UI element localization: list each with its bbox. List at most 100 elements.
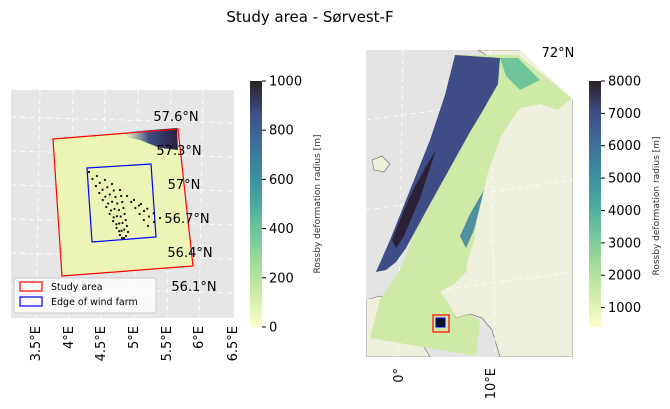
turbine-point xyxy=(146,207,149,210)
turbine-point xyxy=(142,209,146,213)
turbine-point xyxy=(146,224,150,228)
turbine-point xyxy=(122,206,125,210)
turbine-point xyxy=(112,189,115,192)
island-land xyxy=(371,155,391,173)
turbine-point xyxy=(123,228,126,231)
deep-water-patch xyxy=(125,128,178,150)
turbine-point xyxy=(91,177,94,181)
turbine-point xyxy=(112,216,115,219)
colorbar-tick-label: 800 xyxy=(269,124,294,139)
turbine-point xyxy=(134,206,137,210)
colorbar-tick-label: 2000 xyxy=(608,269,641,284)
turbine-point xyxy=(108,212,111,216)
turbine-point xyxy=(121,221,124,225)
turbine-point xyxy=(118,222,121,225)
wind-farm-edge-outline xyxy=(86,163,157,243)
turbine-point xyxy=(139,202,143,206)
study-area-outline xyxy=(52,128,194,277)
lat-label-57-6: 57.6°N xyxy=(153,110,198,125)
barents-shelf xyxy=(500,58,540,90)
x-tick-left: 6°E xyxy=(192,326,207,349)
lat-label-57-3: 57.3°N xyxy=(156,144,201,159)
colorbar-tick-label: 600 xyxy=(269,173,294,188)
inset-wind-farm xyxy=(435,317,446,328)
turbine-point xyxy=(101,188,104,191)
turbine-point xyxy=(158,216,162,220)
turbine-point xyxy=(142,218,145,222)
right-map-panel: 72°N 0° 10°E xyxy=(366,46,574,399)
colorbar-tick-label: 1000 xyxy=(608,301,641,316)
turbine-point xyxy=(138,212,141,216)
x-tick-left: 3.5°E xyxy=(29,326,44,361)
legend: Study area Edge of wind farm xyxy=(13,277,157,314)
lat-label-56-7: 56.7°N xyxy=(164,212,209,227)
turbine-point xyxy=(137,204,141,207)
turbine-point xyxy=(116,202,119,205)
legend-box xyxy=(13,277,157,314)
turbine-point xyxy=(121,200,124,204)
turbine-point xyxy=(118,230,121,233)
x-tick-left: 6.5°E xyxy=(226,326,241,361)
turbine-point xyxy=(95,174,99,178)
x-tick-right: 10°E xyxy=(484,368,499,399)
turbine-point xyxy=(105,205,108,209)
turbine-point xyxy=(114,195,117,199)
turbine-layout xyxy=(87,170,162,240)
turbine-point xyxy=(126,230,130,234)
turbine-point xyxy=(103,178,107,182)
lat-label-56-4: 56.4°N xyxy=(167,246,212,261)
turbine-point xyxy=(152,220,156,224)
turbine-point xyxy=(147,215,151,218)
turbine-point xyxy=(122,236,126,240)
right-colorbar-label: Rossby deformation radius [m] xyxy=(652,137,662,276)
lat-label-56-1: 56.1°N xyxy=(171,280,216,295)
turbine-point xyxy=(87,170,91,174)
turbine-point xyxy=(123,212,126,216)
lat-label-72: 72°N xyxy=(542,46,575,61)
turbine-point xyxy=(118,188,122,192)
turbine-point xyxy=(152,212,155,215)
right-colorbar: 1000 2000 3000 4000 5000 6000 7000 8000 Rossby … xyxy=(589,75,662,327)
colorbar-tick-label: 200 xyxy=(269,271,294,286)
legend-label-study-area: Study area xyxy=(51,282,103,293)
legend-swatch-wind-farm xyxy=(19,296,43,307)
x-tick-right: 0° xyxy=(392,368,407,383)
turbine-point xyxy=(125,224,128,228)
x-tick-left: 4.5°E xyxy=(94,326,109,361)
left-colorbar: 0 200 400 600 800 1000 Rossby deformation rad… xyxy=(250,75,323,336)
colorbar-tick-label: 400 xyxy=(269,222,294,237)
turbine-point xyxy=(111,200,114,203)
turbine-point xyxy=(94,184,97,188)
coastal-band xyxy=(460,190,484,248)
right-colorbar-bar xyxy=(589,81,601,327)
turbine-point xyxy=(110,182,114,186)
turbine-point xyxy=(98,181,101,184)
right-data-field xyxy=(370,55,572,356)
turbine-point xyxy=(101,198,104,202)
turbine-point xyxy=(115,226,118,230)
x-tick-left: 5°E xyxy=(127,326,142,349)
turbine-point xyxy=(98,191,101,195)
colorbar-tick-label: 3000 xyxy=(608,236,641,251)
turbine-point xyxy=(120,236,124,240)
colorbar-tick-label: 4000 xyxy=(608,204,641,219)
turbine-point xyxy=(108,193,111,196)
turbine-point xyxy=(118,233,122,237)
colorbar-tick-label: 5000 xyxy=(608,172,641,187)
figure-title: Study area - Sørvest-F xyxy=(226,8,393,26)
turbine-point xyxy=(115,215,118,218)
x-tick-left: 5.5°E xyxy=(160,326,175,361)
turbine-point xyxy=(125,194,129,198)
turbine-point xyxy=(107,202,110,205)
colorbar-tick-label: 1000 xyxy=(269,75,302,90)
turbine-point xyxy=(132,198,136,202)
turbine-point xyxy=(112,219,115,223)
left-map-panel: 57.6°N 57.3°N 57°N 56.7°N 56.4°N 56.1°N … xyxy=(10,89,241,361)
colorbar-tick-label: 8000 xyxy=(608,75,641,90)
turbine-point xyxy=(124,218,127,222)
deep-trench xyxy=(392,150,436,248)
colorbar-tick-label: 6000 xyxy=(608,139,641,154)
turbine-point xyxy=(130,200,133,204)
turbine-point xyxy=(119,215,122,218)
